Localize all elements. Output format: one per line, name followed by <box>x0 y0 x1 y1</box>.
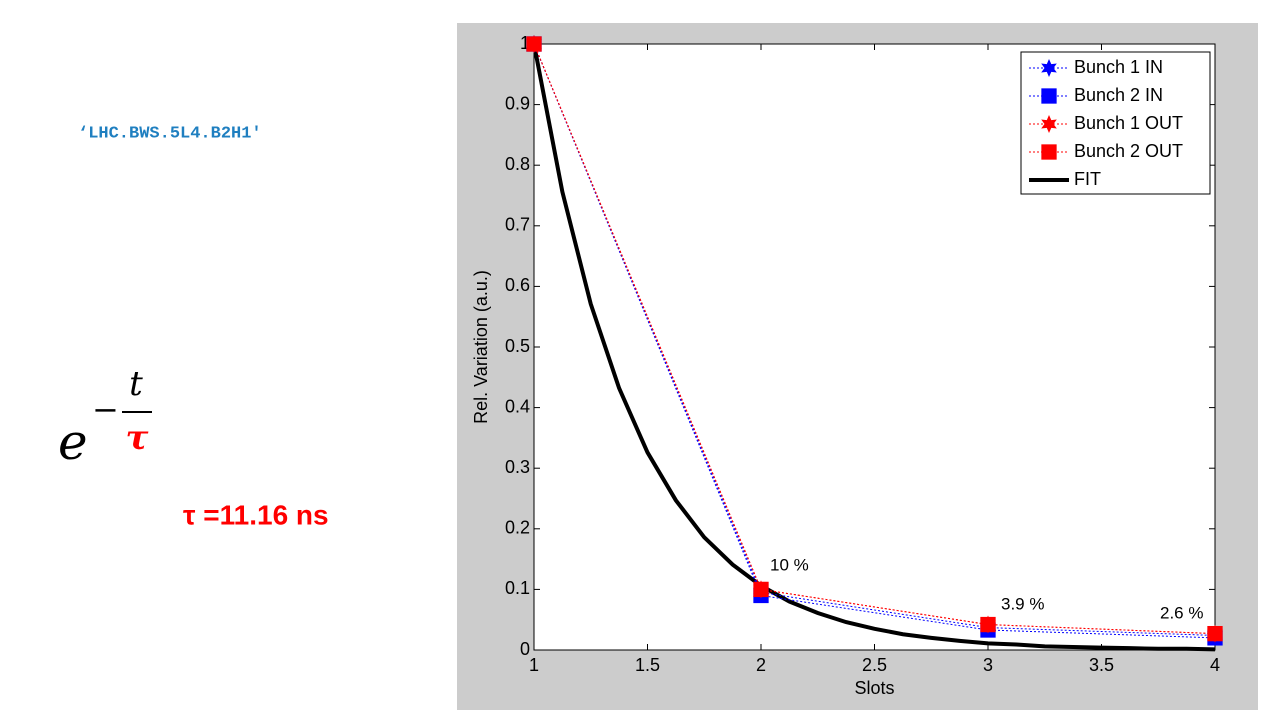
annotation: 3.9 % <box>1001 594 1044 613</box>
formula-denominator: τ <box>126 418 149 458</box>
legend-label: Bunch 1 OUT <box>1074 113 1183 133</box>
slide-label: ‘LHC.BWS.5L4.B2H1' <box>78 124 262 143</box>
x-tick-label: 1 <box>529 655 539 675</box>
series-line <box>533 43 1216 636</box>
fit-line <box>532 43 1216 652</box>
y-tick-label: 0.9 <box>505 93 530 113</box>
y-tick-label: 0.8 <box>505 154 530 174</box>
square-marker <box>1041 88 1057 104</box>
y-tick-label: 0.7 <box>505 215 530 235</box>
legend-label: Bunch 1 IN <box>1074 57 1163 77</box>
x-tick-label: 2.5 <box>862 655 887 675</box>
square-marker <box>1207 625 1223 642</box>
annotation: 2.6 % <box>1160 603 1203 622</box>
y-tick-label: 0.6 <box>505 275 530 295</box>
formula-sign: − <box>92 391 119 429</box>
square-marker <box>753 581 769 598</box>
legend-label: FIT <box>1074 169 1101 189</box>
star-marker <box>1041 59 1057 77</box>
y-tick-label: 0.1 <box>505 578 530 598</box>
legend-label: Bunch 2 OUT <box>1074 141 1183 161</box>
formula-numerator: t <box>129 364 143 404</box>
x-tick-label: 4 <box>1210 655 1220 675</box>
y-tick-label: 0.5 <box>505 336 530 356</box>
y-tick-label: 1 <box>520 33 530 53</box>
tau-value: τ =11.16 ns <box>183 499 329 530</box>
y-tick-label: 0 <box>520 639 530 659</box>
y-tick-label: 0.4 <box>505 396 530 416</box>
square-marker <box>526 36 542 52</box>
y-axis-label: Rel. Variation (a.u.) <box>471 270 491 424</box>
square-marker <box>1041 144 1057 160</box>
annotation: 10 % <box>770 555 809 574</box>
y-tick-label: 0.2 <box>505 518 530 538</box>
legend-label: Bunch 2 IN <box>1074 85 1163 105</box>
x-tick-label: 2 <box>756 655 766 675</box>
x-tick-label: 1.5 <box>635 655 660 675</box>
formula-base: e <box>58 413 88 471</box>
star-marker <box>1041 115 1057 133</box>
y-tick-label: 0.3 <box>505 457 530 477</box>
series-line <box>533 43 1216 635</box>
square-marker <box>980 616 996 633</box>
x-tick-label: 3 <box>983 655 993 675</box>
x-tick-label: 3.5 <box>1089 655 1114 675</box>
x-axis-label: Slots <box>854 678 894 698</box>
